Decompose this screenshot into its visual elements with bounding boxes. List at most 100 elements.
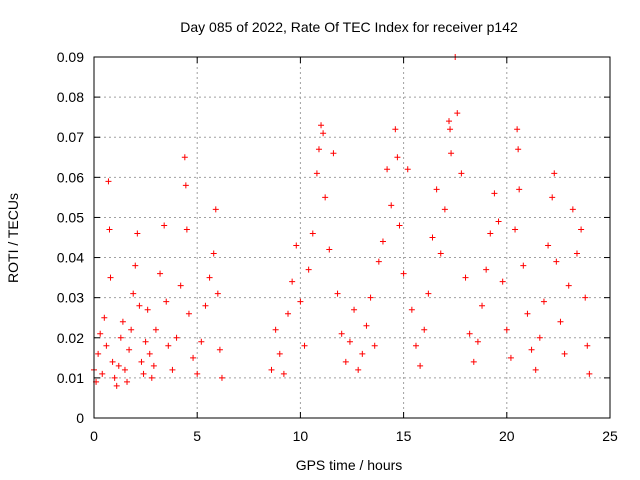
data-point	[97, 330, 104, 337]
data-point	[441, 206, 448, 213]
data-point	[320, 130, 327, 137]
y-tick-label: 0.07	[57, 129, 84, 145]
y-tick-label: 0	[76, 410, 84, 426]
data-point	[514, 126, 521, 133]
data-point	[198, 338, 205, 345]
data-point	[448, 150, 455, 157]
data-point	[101, 314, 108, 321]
data-point	[165, 342, 172, 349]
data-point	[119, 318, 126, 325]
data-point	[474, 338, 481, 345]
data-point	[520, 262, 527, 269]
data-point	[136, 302, 143, 309]
data-point	[384, 166, 391, 173]
data-point	[289, 278, 296, 285]
y-tick-label: 0.09	[57, 49, 84, 65]
data-point	[479, 302, 486, 309]
data-point	[272, 326, 279, 333]
data-point	[470, 358, 477, 365]
data-point	[117, 334, 124, 341]
data-point	[532, 366, 539, 373]
data-point	[128, 326, 135, 333]
data-point	[297, 298, 304, 305]
data-point	[437, 250, 444, 257]
data-point	[503, 326, 510, 333]
y-axis-label: ROTI / TECUs	[5, 193, 21, 283]
data-point	[214, 290, 221, 297]
data-point	[421, 326, 428, 333]
data-point	[446, 118, 453, 125]
y-tick-label: 0.03	[57, 290, 84, 306]
data-point	[210, 250, 217, 257]
data-point	[528, 346, 535, 353]
data-point	[429, 234, 436, 241]
data-point	[280, 370, 287, 377]
data-point	[569, 206, 576, 213]
y-tick-label: 0.04	[57, 250, 84, 266]
data-point	[142, 338, 149, 345]
data-point	[163, 298, 170, 305]
data-point	[454, 110, 461, 117]
data-point	[202, 302, 209, 309]
data-point	[315, 146, 322, 153]
data-point	[132, 262, 139, 269]
data-point	[557, 318, 564, 325]
data-point	[584, 342, 591, 349]
data-point	[565, 282, 572, 289]
x-axis-label: GPS time / hours	[296, 457, 403, 473]
data-point	[396, 222, 403, 229]
data-point	[586, 370, 593, 377]
data-point	[417, 362, 424, 369]
data-point	[499, 278, 506, 285]
data-point	[181, 154, 188, 161]
x-tick-label: 25	[602, 428, 618, 444]
x-tick-label: 10	[293, 428, 309, 444]
data-point	[355, 366, 362, 373]
data-point	[124, 378, 131, 385]
x-tick-label: 0	[90, 428, 98, 444]
data-point	[338, 330, 345, 337]
data-point	[152, 326, 159, 333]
data-point	[491, 190, 498, 197]
data-point	[433, 186, 440, 193]
data-point	[95, 350, 102, 357]
data-point	[447, 126, 454, 133]
data-point	[107, 274, 114, 281]
data-point	[301, 342, 308, 349]
data-point	[276, 350, 283, 357]
data-point	[190, 354, 197, 361]
data-point	[218, 374, 225, 381]
data-point	[309, 230, 316, 237]
plot-frame	[93, 56, 611, 419]
data-point	[130, 290, 137, 297]
x-tick-label: 5	[193, 428, 201, 444]
data-point	[194, 370, 201, 377]
data-point	[318, 122, 325, 129]
y-tick-label: 0.01	[57, 370, 84, 386]
data-point	[157, 270, 164, 277]
data-point	[293, 242, 300, 249]
y-tick-label: 0.05	[57, 209, 84, 225]
y-tick-label: 0.08	[57, 89, 84, 105]
chart-title: Day 085 of 2022, Rate Of TEC Index for r…	[180, 19, 518, 35]
data-point	[582, 294, 589, 301]
data-point	[326, 246, 333, 253]
data-point	[161, 222, 168, 229]
data-point	[150, 362, 157, 369]
data-point	[394, 154, 401, 161]
data-point	[113, 382, 120, 389]
data-point	[458, 170, 465, 177]
data-point	[342, 358, 349, 365]
data-point	[549, 194, 556, 201]
data-point	[359, 350, 366, 357]
data-point	[483, 266, 490, 273]
data-point	[173, 334, 180, 341]
data-point	[561, 350, 568, 357]
data-point	[148, 374, 155, 381]
data-point	[322, 194, 329, 201]
data-point	[212, 206, 219, 213]
data-point	[516, 186, 523, 193]
data-point	[495, 218, 502, 225]
data-point	[115, 362, 122, 369]
